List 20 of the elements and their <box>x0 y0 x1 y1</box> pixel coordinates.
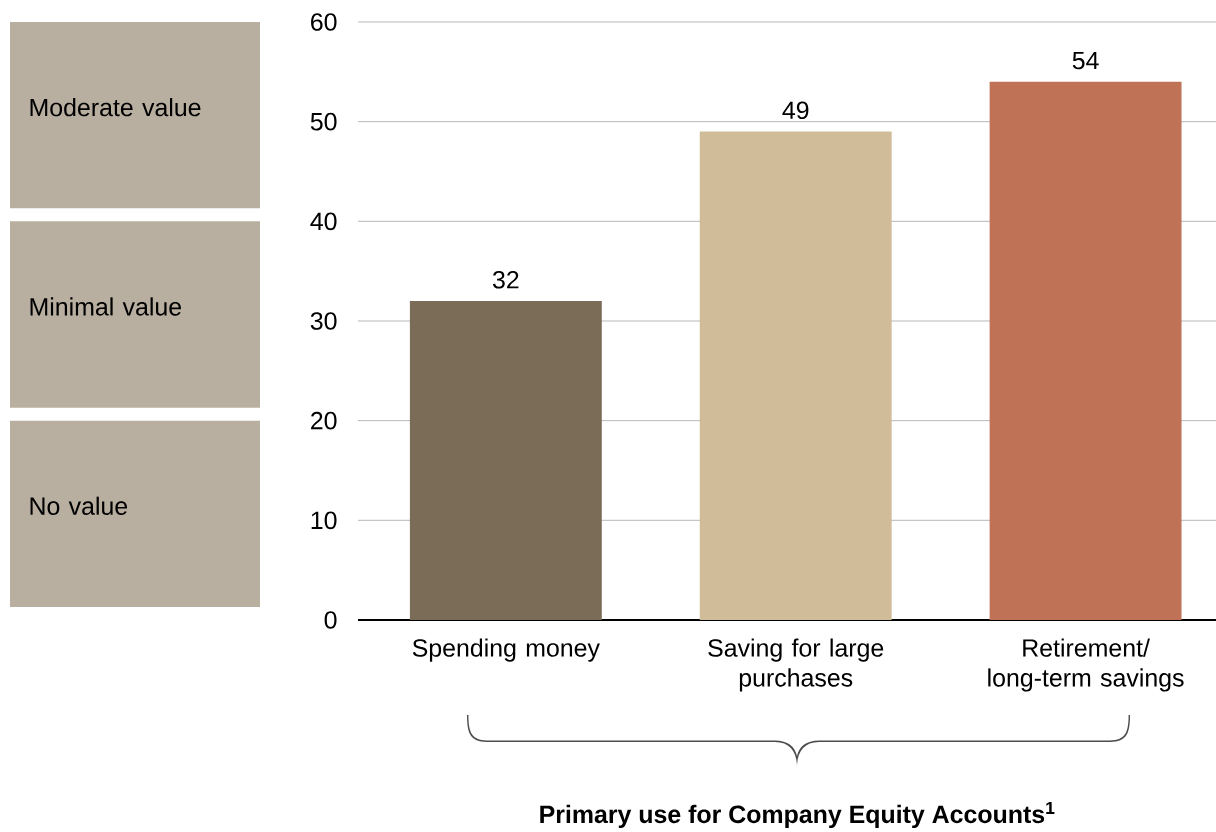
bar <box>699 131 892 620</box>
data-label: 54 <box>1072 51 1099 70</box>
bar <box>409 301 602 620</box>
data-label: 49 <box>782 101 809 120</box>
y-tick-label: 0 <box>324 611 337 629</box>
y-tick-label: 60 <box>311 13 337 31</box>
x-tick-label: Spending money <box>412 638 600 662</box>
y-tick-label: 40 <box>310 212 337 231</box>
data-label: 32 <box>492 270 519 289</box>
y-tick-label: 50 <box>310 112 337 131</box>
text: No value <box>30 496 128 515</box>
text: Moderate value <box>30 98 201 117</box>
y-tick-label: 30 <box>310 312 337 330</box>
text: Minimal value <box>30 297 182 316</box>
bar <box>989 81 1182 620</box>
y-tick-label: 20 <box>311 411 337 430</box>
y-tick-label: 10 <box>311 511 337 530</box>
x-tick-label: Retirement/ long-term savings <box>988 638 1184 692</box>
x-axis-title: Primary use for Company Equity Accounts$^{1}$ <box>540 801 1055 829</box>
x-tick-label: Saving for large purchases <box>708 638 884 692</box>
